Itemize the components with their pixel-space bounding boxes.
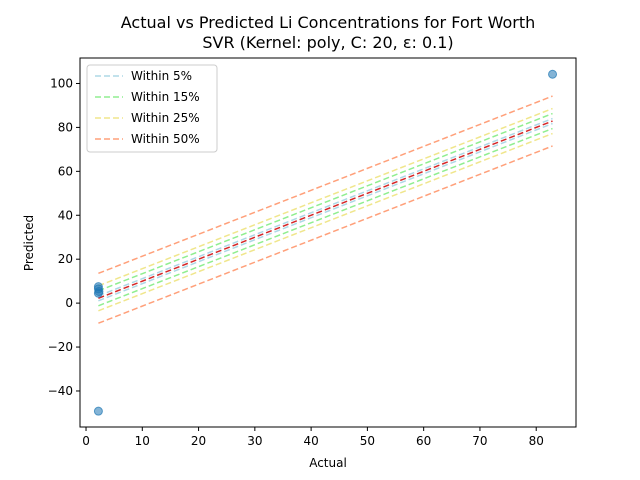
x-tick-label: 70	[472, 434, 487, 448]
data-point-5	[93, 406, 103, 416]
y-tick-label: 60	[58, 164, 73, 178]
x-tick-label: 50	[360, 434, 375, 448]
identity-line	[98, 120, 553, 299]
x-axis-label: Actual	[309, 456, 347, 470]
band-line-15-lower	[98, 127, 553, 307]
legend-label-25: Within 25%	[131, 111, 200, 125]
x-tick-label: 20	[191, 434, 206, 448]
y-axis-label: Predicted	[22, 215, 36, 271]
x-axis-ticks: 0 10 20 30 40 50 60 70 80	[82, 427, 544, 448]
x-tick-label: 80	[529, 434, 544, 448]
identity-line-group	[98, 120, 553, 299]
y-tick-label: 20	[58, 252, 73, 266]
legend-label-5: Within 5%	[131, 69, 192, 83]
x-tick-label: 30	[247, 434, 262, 448]
legend-box	[86, 64, 218, 153]
y-tick-label: 100	[50, 76, 73, 90]
band-line-25-upper	[98, 107, 553, 287]
y-tick-label: −20	[48, 340, 73, 354]
band-line-5-upper	[98, 117, 553, 297]
x-tick-label: 40	[303, 434, 318, 448]
band-line-50-upper	[98, 95, 553, 275]
tolerance-bands	[98, 95, 553, 324]
legend-items: Within 5% Within 15% Within 25% Within 50%	[95, 69, 200, 146]
chart-title-line1: Actual vs Predicted Li Concentrations fo…	[121, 13, 535, 32]
plot-frame	[79, 57, 577, 428]
y-tick-label: 0	[65, 296, 73, 310]
x-tick-label: 60	[416, 434, 431, 448]
legend-label-50: Within 50%	[131, 132, 200, 146]
y-tick-label: 80	[58, 120, 73, 134]
y-axis-ticks: −40 −20 0 20 40 60 80 100	[48, 76, 80, 398]
data-point-4	[93, 288, 103, 298]
band-line-25-lower	[98, 132, 553, 312]
data-point-6	[548, 69, 558, 79]
band-line-5-lower	[98, 122, 553, 302]
legend: Within 5% Within 15% Within 25% Within 50%	[86, 64, 218, 153]
band-line-50-lower	[98, 145, 553, 324]
y-tick-label: 40	[58, 208, 73, 222]
chart-title-line2: SVR (Kernel: poly, C: 20, ε: 0.1)	[202, 33, 453, 52]
band-line-15-upper	[98, 112, 553, 292]
y-tick-label: −40	[48, 384, 73, 398]
legend-label-15: Within 15%	[131, 90, 200, 104]
x-tick-label: 0	[82, 434, 90, 448]
scatter-points	[93, 69, 558, 416]
x-tick-label: 10	[135, 434, 150, 448]
